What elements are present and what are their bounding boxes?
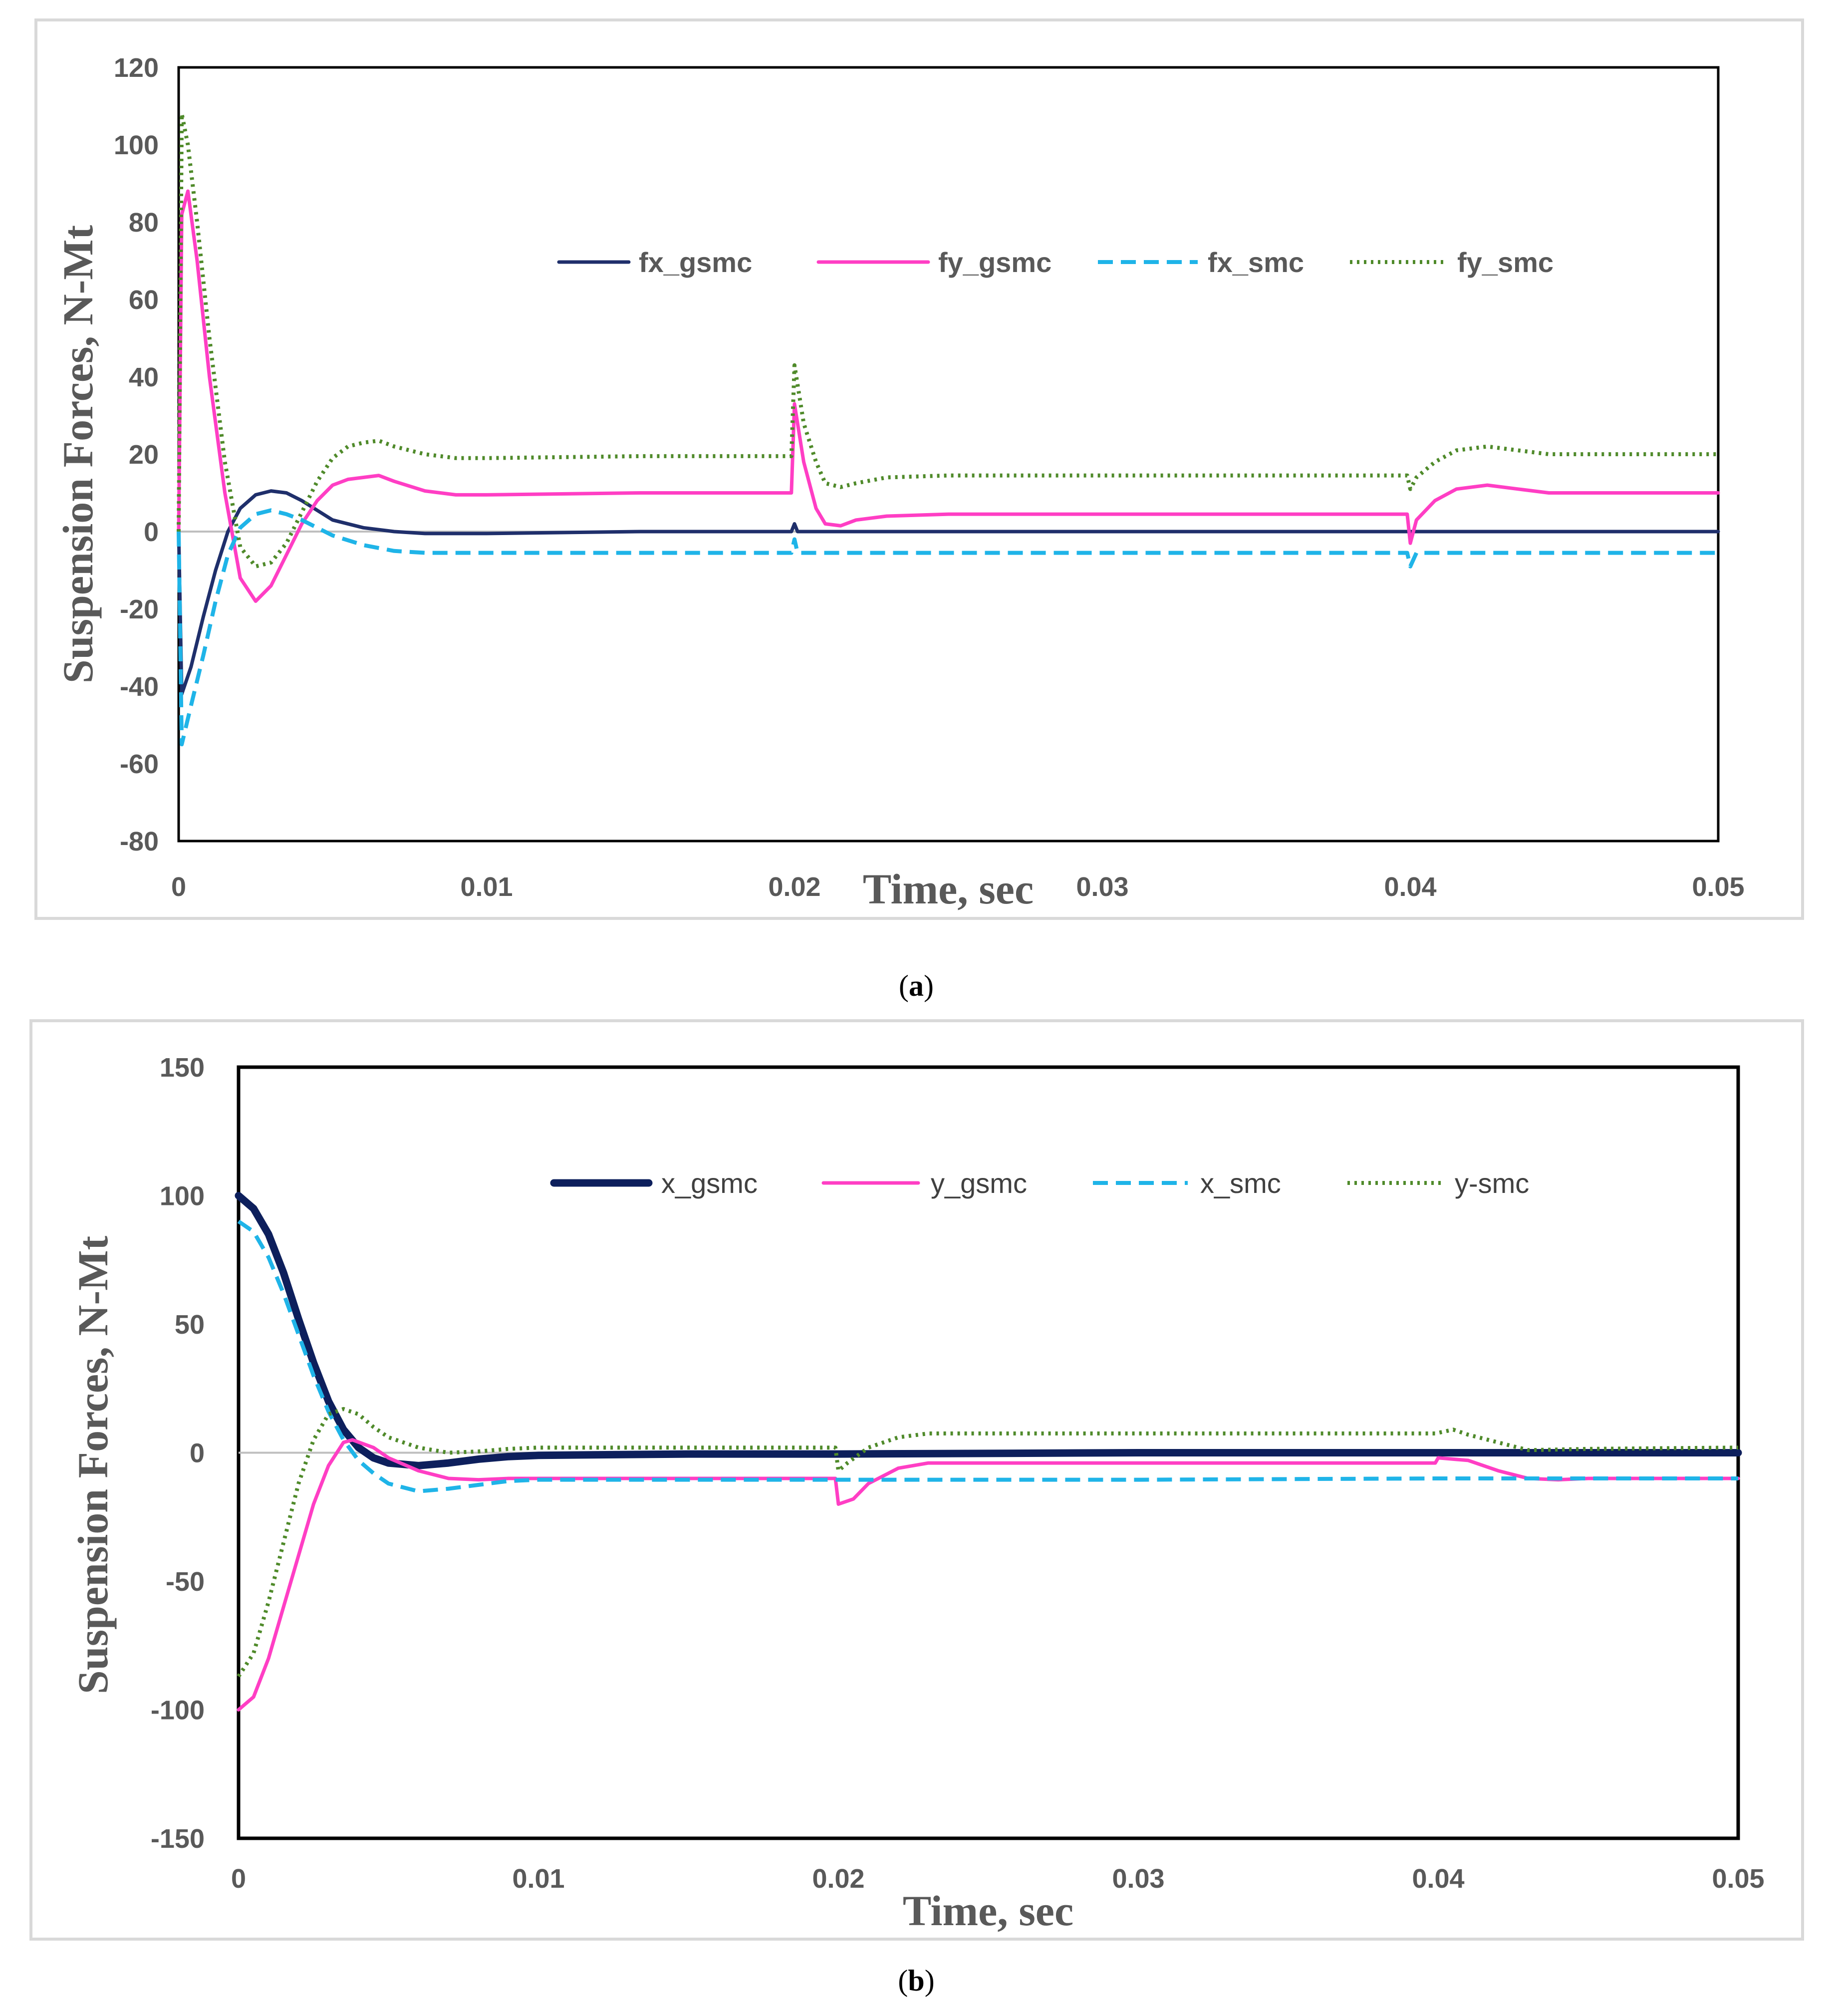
x-tick-label: 0.05	[1712, 1864, 1764, 1894]
y-tick-label: 100	[114, 130, 159, 160]
series-line-fx_smc	[177, 508, 1718, 747]
y-tick-label: -150	[151, 1824, 205, 1854]
y-tick-label: -100	[151, 1696, 205, 1726]
panel-a-series	[177, 112, 1720, 747]
panel-b-legend: x_gsmc y_gsmc x_smc y-smc	[550, 1167, 1529, 1199]
y-tick-label: 40	[129, 362, 159, 392]
x-tick-label: 0.05	[1692, 872, 1744, 902]
x-tick-label: 0.03	[1112, 1864, 1164, 1894]
y-tick-label: 60	[129, 285, 159, 315]
y-tick-label: -60	[120, 749, 159, 779]
legend-label-x_smc: x_smc	[1200, 1167, 1281, 1199]
y-tick-label: -80	[120, 827, 159, 857]
legend-label-fx_gsmc: fx_gsmc	[639, 247, 752, 278]
panel-a-legend: fx_gsmc fy_gsmc fx_smc fy_smc	[557, 247, 1554, 278]
x-tick-label: 0.03	[1076, 872, 1128, 902]
y-tick-label: 0	[144, 517, 159, 547]
series-line-fy_gsmc	[177, 189, 1720, 603]
panel-b-label: (b)	[898, 1964, 934, 1997]
y-tick-label: 80	[129, 208, 159, 238]
legend-label-fy_gsmc: fy_gsmc	[938, 247, 1051, 278]
series-line-y-smc	[237, 1407, 1739, 1678]
panel-b-series	[235, 1192, 1742, 1712]
panel-b-tick-labels: 0 0.01 0.02 0.03 0.04 0.05 150 100 50 0 -50 -100 -15…	[151, 1053, 1765, 1894]
x-tick-label: 0.01	[460, 872, 513, 902]
y-tick-label: -40	[120, 672, 159, 702]
x-tick-label: 0.02	[812, 1864, 864, 1894]
legend-label-fx_smc: fx_smc	[1208, 247, 1304, 278]
x-tick-label: 0	[171, 872, 186, 902]
series-line-y_gsmc	[237, 1438, 1740, 1712]
x-tick-label: 0.04	[1384, 872, 1436, 902]
panel-a-label: (a)	[899, 969, 934, 1002]
legend-label-y_gsmc: y_gsmc	[931, 1167, 1027, 1199]
x-tick-label: 0.04	[1412, 1864, 1464, 1894]
legend-label-fy_smc: fy_smc	[1457, 247, 1554, 278]
x-tick-label: 0	[231, 1864, 246, 1894]
y-tick-label: 150	[160, 1053, 205, 1083]
y-tick-label: 20	[129, 440, 159, 470]
panel-a-plot-area	[177, 66, 1720, 843]
panel-a-tick-labels: 0 0.01 0.02 0.03 0.04 0.05 120 100 80 60 40 20 0 -20 -…	[114, 53, 1745, 902]
y-tick-label: 120	[114, 53, 159, 83]
panel-a-x-axis-title: Time, sec	[863, 865, 1034, 913]
series-line-fx_gsmc	[177, 489, 1720, 696]
y-tick-label: 50	[175, 1310, 205, 1340]
legend-label-x_gsmc: x_gsmc	[661, 1167, 758, 1199]
series-line-x_gsmc	[235, 1192, 1742, 1469]
legend-label-y-smc: y-smc	[1455, 1167, 1529, 1199]
x-tick-label: 0.02	[768, 872, 820, 902]
y-tick-label: -50	[166, 1567, 205, 1597]
panel-b-y-axis-title: Suspension Forces, N-Mt	[69, 1236, 117, 1695]
y-tick-label: 0	[190, 1439, 205, 1468]
x-tick-label: 0.01	[512, 1864, 564, 1894]
y-tick-label: 100	[160, 1181, 205, 1211]
series-line-x_smc	[237, 1219, 1738, 1493]
panel-b-x-axis-title: Time, sec	[903, 1887, 1073, 1935]
panel-a-y-axis-title: Suspension Forces, N-Mt	[54, 225, 102, 684]
y-tick-label: -20	[120, 594, 159, 624]
